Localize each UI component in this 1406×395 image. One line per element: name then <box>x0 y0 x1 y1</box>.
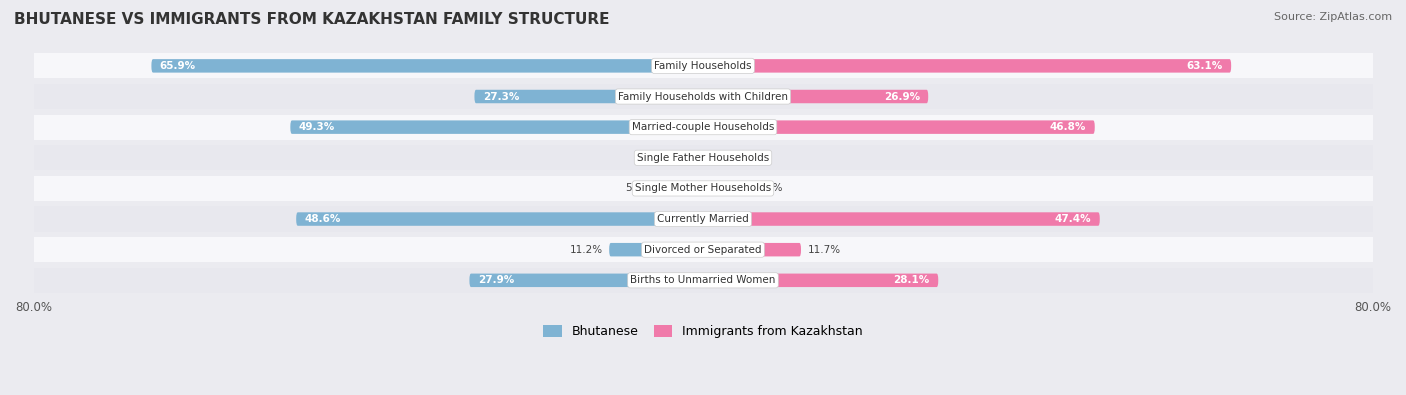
FancyBboxPatch shape <box>34 268 1372 293</box>
Text: Married-couple Households: Married-couple Households <box>631 122 775 132</box>
FancyBboxPatch shape <box>34 207 1372 231</box>
Text: 47.4%: 47.4% <box>1054 214 1091 224</box>
FancyBboxPatch shape <box>297 212 703 226</box>
Text: 11.7%: 11.7% <box>807 245 841 255</box>
Text: 2.0%: 2.0% <box>727 153 752 163</box>
Text: BHUTANESE VS IMMIGRANTS FROM KAZAKHSTAN FAMILY STRUCTURE: BHUTANESE VS IMMIGRANTS FROM KAZAKHSTAN … <box>14 12 610 27</box>
FancyBboxPatch shape <box>703 59 1232 73</box>
FancyBboxPatch shape <box>34 115 1372 140</box>
Text: Single Father Households: Single Father Households <box>637 153 769 163</box>
FancyBboxPatch shape <box>703 274 938 287</box>
Text: Family Households: Family Households <box>654 61 752 71</box>
FancyBboxPatch shape <box>34 145 1372 170</box>
FancyBboxPatch shape <box>290 120 703 134</box>
FancyBboxPatch shape <box>703 182 749 195</box>
Text: Single Mother Households: Single Mother Households <box>636 183 770 194</box>
FancyBboxPatch shape <box>34 176 1372 201</box>
Text: Family Households with Children: Family Households with Children <box>619 92 787 102</box>
Text: 65.9%: 65.9% <box>160 61 195 71</box>
FancyBboxPatch shape <box>34 84 1372 109</box>
Text: 5.3%: 5.3% <box>626 183 652 194</box>
Text: 27.9%: 27.9% <box>478 275 515 285</box>
FancyBboxPatch shape <box>658 182 703 195</box>
FancyBboxPatch shape <box>703 243 801 256</box>
Text: 46.8%: 46.8% <box>1050 122 1087 132</box>
Text: Currently Married: Currently Married <box>657 214 749 224</box>
FancyBboxPatch shape <box>34 237 1372 262</box>
Text: 2.1%: 2.1% <box>652 153 679 163</box>
Text: 26.9%: 26.9% <box>883 92 920 102</box>
FancyBboxPatch shape <box>703 120 1095 134</box>
FancyBboxPatch shape <box>152 59 703 73</box>
FancyBboxPatch shape <box>474 90 703 103</box>
FancyBboxPatch shape <box>609 243 703 256</box>
Text: 11.2%: 11.2% <box>569 245 603 255</box>
Text: 27.3%: 27.3% <box>482 92 519 102</box>
Text: Divorced or Separated: Divorced or Separated <box>644 245 762 255</box>
FancyBboxPatch shape <box>703 151 720 164</box>
Text: Births to Unmarried Women: Births to Unmarried Women <box>630 275 776 285</box>
FancyBboxPatch shape <box>703 212 1099 226</box>
FancyBboxPatch shape <box>703 90 928 103</box>
Text: 28.1%: 28.1% <box>894 275 929 285</box>
FancyBboxPatch shape <box>470 274 703 287</box>
Text: Source: ZipAtlas.com: Source: ZipAtlas.com <box>1274 12 1392 22</box>
Legend: Bhutanese, Immigrants from Kazakhstan: Bhutanese, Immigrants from Kazakhstan <box>538 320 868 343</box>
Text: 49.3%: 49.3% <box>299 122 335 132</box>
Text: 5.6%: 5.6% <box>756 183 783 194</box>
Text: 48.6%: 48.6% <box>305 214 342 224</box>
Text: 63.1%: 63.1% <box>1187 61 1223 71</box>
FancyBboxPatch shape <box>34 53 1372 79</box>
FancyBboxPatch shape <box>685 151 703 164</box>
